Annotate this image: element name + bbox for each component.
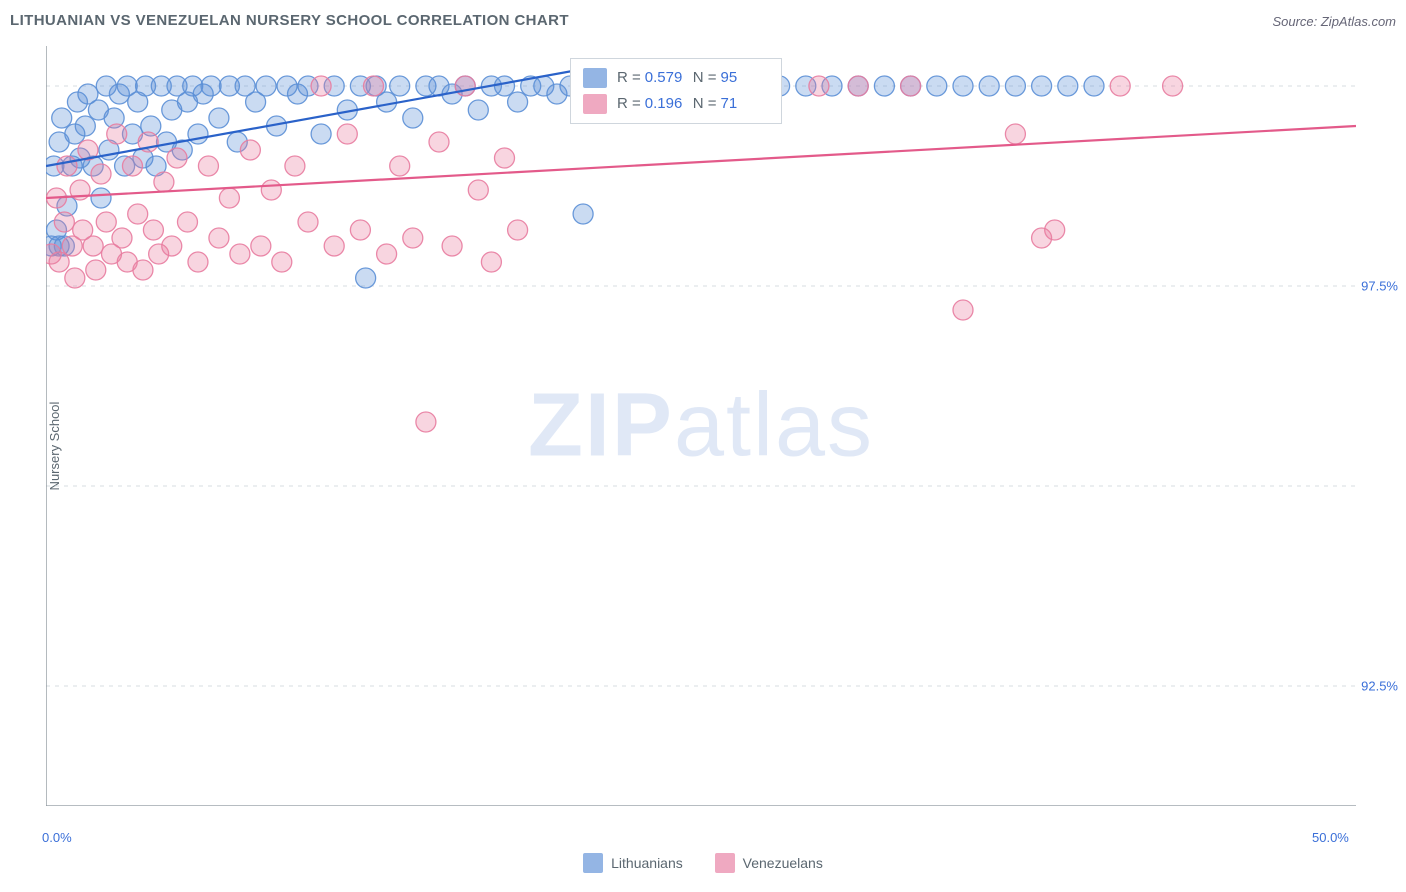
legend-swatch-icon <box>583 94 607 114</box>
y-tick-label: 97.5% <box>1361 279 1398 294</box>
r-value-2: 0.196 <box>645 91 693 117</box>
source-label: Source: ZipAtlas.com <box>1272 14 1396 29</box>
legend-swatch-icon <box>583 853 603 873</box>
bottom-legend: Lithuanians Venezuelans <box>0 853 1406 876</box>
scatter-plot <box>46 46 1356 806</box>
correlation-legend: R = 0.579 N = 95 R = 0.196 N = 71 <box>570 58 782 124</box>
chart-title: LITHUANIAN VS VENEZUELAN NURSERY SCHOOL … <box>10 12 569 29</box>
r-value-1: 0.579 <box>645 65 693 91</box>
legend-swatch-icon <box>583 68 607 88</box>
x-tick-label: 50.0% <box>1312 830 1349 845</box>
legend-item-1: Lithuanians <box>583 853 683 873</box>
correlation-row-2: R = 0.196 N = 71 <box>583 91 769 117</box>
n-value-2: 71 <box>721 91 769 117</box>
y-tick-label: 92.5% <box>1361 679 1398 694</box>
x-tick-label: 0.0% <box>42 830 72 845</box>
correlation-row-1: R = 0.579 N = 95 <box>583 65 769 91</box>
n-value-1: 95 <box>721 65 769 91</box>
legend-item-2: Venezuelans <box>715 853 823 873</box>
legend-swatch-icon <box>715 853 735 873</box>
